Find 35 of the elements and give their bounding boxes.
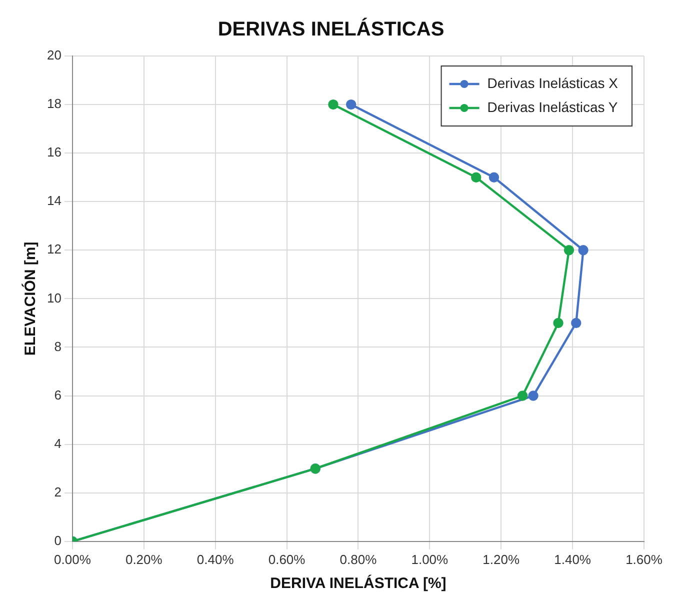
- y-axis-title: ELEVACIÓN [m]: [21, 242, 40, 356]
- y-tick-label: 16: [46, 144, 62, 160]
- point: [578, 245, 588, 256]
- y-tick-label: 4: [54, 436, 62, 451]
- y-tick-label: 6: [54, 387, 62, 402]
- x-tick-label: 0.20%: [125, 552, 163, 567]
- point: [328, 99, 338, 110]
- x-tick-label: 0.40%: [196, 552, 234, 567]
- chart-title: DERIVAS INELÁSTICAS: [218, 18, 444, 41]
- x-tick-label: 1.60%: [626, 552, 663, 567]
- x-tick-label: 0.80%: [340, 552, 378, 567]
- x-tick-label: 1.40%: [554, 552, 592, 567]
- point: [553, 318, 564, 328]
- point: [528, 390, 538, 401]
- point: [346, 99, 356, 110]
- point: [488, 172, 500, 182]
- point: [471, 172, 482, 182]
- x-tick-label: 0.00%: [54, 552, 92, 567]
- legend-label: Derivas Inelásticas X: [487, 74, 619, 91]
- y-tick-label: 2: [54, 484, 62, 500]
- y-tick-label: 12: [46, 242, 62, 257]
- y-tick-label: 20: [46, 48, 62, 63]
- x-axis-title: DERIVA INELÁSTICA [%]: [270, 574, 446, 592]
- y-tick-label: 8: [54, 338, 62, 354]
- legend-label: Derivas Inelásticas Y: [487, 98, 618, 115]
- point: [564, 245, 574, 256]
- y-tick-label: 14: [46, 193, 62, 208]
- y-tick-label: 0: [54, 532, 62, 548]
- x-tick-label: 0.60%: [268, 552, 306, 567]
- x-tick-label: 1.20%: [482, 552, 520, 567]
- point: [571, 318, 582, 328]
- point: [517, 390, 528, 401]
- y-tick-label: 18: [46, 96, 62, 112]
- x-tick-label: 1.00%: [411, 552, 449, 567]
- y-tick-label: 10: [46, 290, 62, 306]
